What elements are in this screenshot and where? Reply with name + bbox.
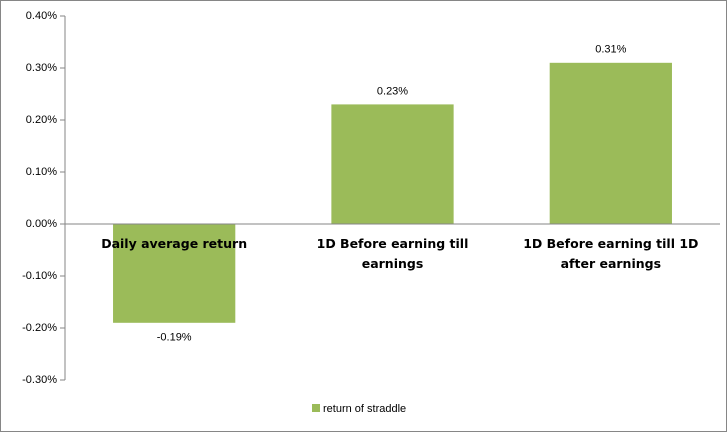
x-tick-label: Daily average return (101, 236, 248, 251)
y-tick-label: 0.10% (26, 166, 57, 178)
bar (331, 104, 454, 224)
y-tick-label: -0.30% (22, 374, 57, 386)
x-tick-label: 1D Before earning till 1D after earnings (523, 236, 699, 271)
y-tick-label: 0.20% (26, 114, 57, 126)
value-label: -0.19% (157, 332, 192, 344)
bar (549, 62, 672, 224)
legend-swatch (312, 404, 320, 412)
legend-label: return of straddle (323, 403, 406, 415)
y-tick-label: -0.20% (22, 322, 57, 334)
value-label: 0.23% (377, 85, 408, 97)
y-tick-label: 0.30% (26, 62, 57, 74)
y-tick-label: -0.10% (22, 270, 57, 282)
y-tick-label: 0.40% (26, 10, 57, 22)
x-tick-label: 1D Before earning till earnings (316, 236, 469, 271)
bar (113, 224, 236, 323)
y-tick-label: 0.00% (26, 218, 57, 230)
value-label: 0.31% (595, 44, 626, 56)
